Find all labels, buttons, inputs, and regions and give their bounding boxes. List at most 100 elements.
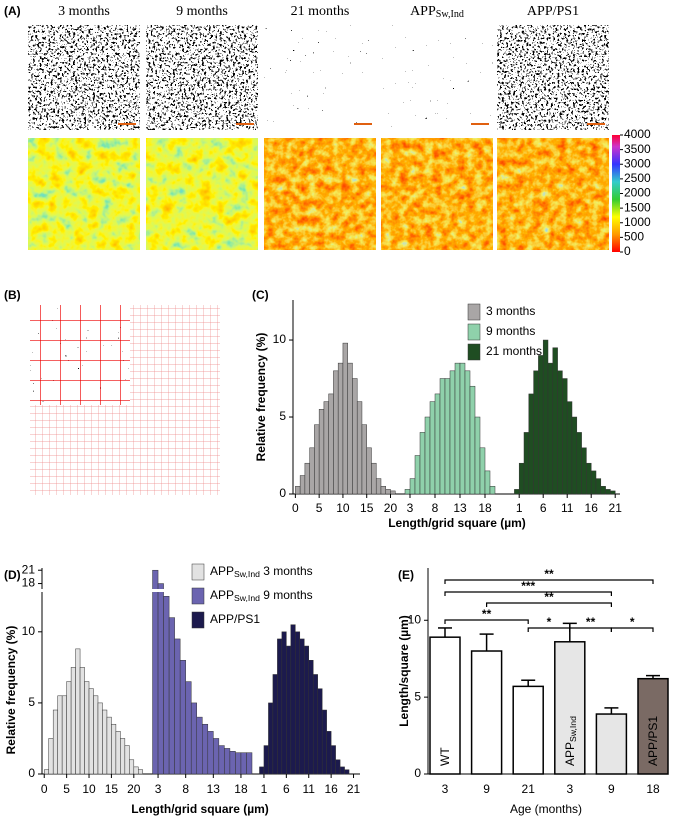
- histogram-bar: [97, 702, 103, 775]
- histogram-bar: [268, 702, 274, 775]
- grid-image: [30, 305, 220, 495]
- y-tick-label: 0: [414, 766, 421, 780]
- histogram-bar: [299, 475, 306, 495]
- histogram-bar: [330, 745, 336, 775]
- colorbar-tick-label: 1500: [624, 200, 651, 214]
- histogram-bar: [277, 638, 283, 775]
- x-tick-label: 20: [384, 501, 398, 515]
- histogram-bar: [106, 716, 112, 775]
- histogram-bar: [79, 667, 85, 775]
- image: [28, 138, 140, 250]
- y-tick-label: 5: [28, 695, 35, 709]
- histogram-bar: [375, 478, 382, 495]
- histogram-bar: [102, 709, 108, 775]
- histogram-bar: [61, 695, 67, 775]
- histogram-bar: [52, 709, 58, 775]
- histogram-bar: [328, 393, 334, 495]
- histogram-bar: [605, 489, 611, 495]
- legend-label-part: 3 months: [260, 564, 313, 578]
- histogram-bar: [414, 455, 421, 495]
- histogram-bar: [240, 752, 247, 775]
- histogram-bar: [272, 674, 278, 775]
- x-tick-label: 3: [566, 782, 573, 796]
- histogram-bar: [312, 674, 318, 775]
- x-tick-label: 18: [234, 782, 248, 796]
- histogram-bar: [281, 631, 287, 775]
- histogram-bar: [163, 596, 170, 775]
- y-tick-label: 10: [408, 612, 422, 626]
- x-tick-label: 20: [127, 782, 141, 796]
- image: [381, 25, 493, 130]
- x-tick-label: 21: [522, 782, 536, 796]
- histogram-bar: [308, 660, 314, 775]
- histogram-bar: [552, 347, 558, 495]
- coarse-grid: [30, 305, 130, 405]
- histogram-bar: [129, 759, 135, 775]
- x-tick-label: 1: [516, 501, 523, 515]
- histogram-bar: [562, 378, 568, 495]
- histogram-bar: [454, 362, 461, 495]
- x-axis-label: Length/grid square (µm): [388, 516, 526, 530]
- histogram-bar: [326, 731, 332, 775]
- legend-label: APPSw,Ind 9 months: [210, 588, 313, 603]
- image: [264, 25, 376, 130]
- histogram-bar: [595, 478, 602, 495]
- x-tick-label: 21: [347, 782, 361, 796]
- histogram-bar: [229, 751, 236, 775]
- colorbar-tick-label: 4000: [624, 127, 651, 141]
- legend-label: 3 months: [486, 304, 535, 318]
- significance-line: [486, 602, 612, 607]
- x-tick-label: 15: [105, 782, 119, 796]
- histogram-bar: [259, 766, 265, 775]
- histogram-bar: [385, 489, 391, 495]
- significance-line: [444, 579, 654, 584]
- histogram-bar: [196, 716, 203, 775]
- panel-label: (B): [4, 288, 21, 302]
- histogram-bar: [323, 401, 329, 495]
- significance-label: *: [547, 615, 552, 629]
- histogram-bar: [337, 362, 344, 495]
- significance-line: [444, 591, 612, 596]
- histogram-bar: [514, 489, 520, 495]
- histogram-bar: [70, 667, 76, 775]
- legend-swatch: [467, 323, 481, 341]
- histogram-bar: [152, 569, 159, 775]
- y-tick-label: 5: [414, 689, 421, 703]
- axis-break-gap: [147, 589, 167, 592]
- histogram-bar: [93, 695, 99, 775]
- bar: [429, 636, 461, 775]
- bar-label: WT: [438, 747, 452, 766]
- histogram-bar: [207, 731, 214, 775]
- histogram-bar: [424, 416, 431, 495]
- x-tick-label: 10: [336, 501, 350, 515]
- histogram-bar: [66, 681, 72, 775]
- histogram-bar: [218, 745, 225, 775]
- image: [497, 25, 609, 130]
- histogram-bar: [84, 681, 90, 775]
- histogram-bar: [571, 416, 578, 495]
- histogram-bar: [342, 342, 348, 495]
- histogram-bar: [246, 752, 253, 775]
- legend-label-part: 9 months: [260, 588, 313, 602]
- colorbar-tick-label: 2500: [624, 171, 651, 185]
- histogram-bar: [57, 695, 63, 775]
- y-tick-label: 0: [279, 486, 286, 500]
- column-label: 21 months: [291, 4, 350, 19]
- histogram-bar: [523, 432, 530, 495]
- histogram-bar: [133, 766, 139, 775]
- bar-label: APPSw,Ind: [563, 716, 578, 766]
- image: [264, 138, 376, 250]
- significance-label: **: [544, 567, 554, 581]
- histogram-bar: [318, 409, 325, 495]
- histogram-bar: [484, 470, 491, 495]
- histogram-bar: [538, 355, 544, 495]
- y-axis-label: Length/square (µm): [397, 615, 411, 727]
- y-tick-label: 10: [22, 624, 36, 638]
- x-tick-label: 1: [261, 782, 268, 796]
- y-tick-label: 18: [22, 576, 36, 590]
- histogram-bar: [518, 462, 525, 495]
- significance-line: [610, 627, 654, 632]
- histogram-bar: [43, 769, 49, 775]
- histogram-bar: [120, 738, 126, 775]
